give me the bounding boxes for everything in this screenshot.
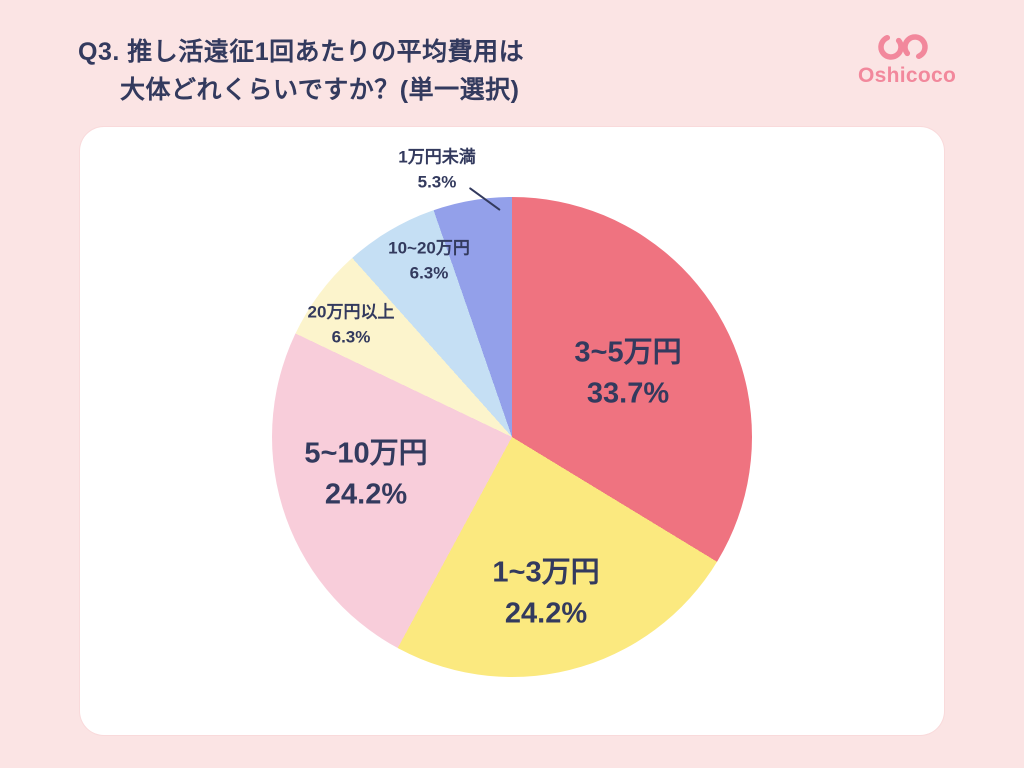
- slice-percent: 6.3%: [409, 263, 449, 282]
- slice-name: 3~5万円: [574, 336, 682, 369]
- slice-name: 5~10万円: [304, 437, 428, 470]
- slice-name: 1万円未満: [398, 147, 476, 167]
- chart-card: 3~5万円 33.7% 1~3万円 24.2% 5~10万円 24.2% 20万…: [80, 127, 944, 735]
- slice-percent: 33.7%: [586, 377, 670, 409]
- slice-name: 20万円以上: [307, 302, 395, 322]
- slice-percent: 24.2%: [504, 597, 588, 629]
- slice-label-10-20man: 10~20万円 6.3%: [388, 236, 470, 285]
- slice-label-3-5man: 3~5万円 33.7%: [574, 332, 681, 413]
- page-title: Q3. 推し活遠征1回あたりの平均費用は 大体どれくらいですか？(単一選択): [78, 34, 524, 109]
- slice-label-over-20man: 20万円以上 6.3%: [308, 300, 395, 349]
- page-title-line2: 大体どれくらいですか？(単一選択): [120, 75, 520, 104]
- slice-name: 10~20万円: [388, 238, 470, 258]
- slice-percent: 6.3%: [331, 327, 371, 346]
- oshicoco-logo: Oshicoco: [858, 32, 957, 88]
- slice-label-5-10man: 5~10万円 24.2%: [304, 433, 427, 514]
- slice-percent: 5.3%: [417, 172, 457, 191]
- oshicoco-logo-text: Oshicoco: [858, 64, 957, 87]
- slice-name: 1~3万円: [492, 556, 600, 589]
- slice-label-under-1man: 1万円未満 5.3%: [398, 145, 475, 194]
- slice-label-1-3man: 1~3万円 24.2%: [492, 552, 599, 633]
- oshicoco-logo-icon: [858, 32, 948, 62]
- pie-chart: [272, 197, 752, 677]
- slice-percent: 24.2%: [324, 478, 408, 510]
- page-title-line1: Q3. 推し活遠征1回あたりの平均費用は: [78, 38, 525, 66]
